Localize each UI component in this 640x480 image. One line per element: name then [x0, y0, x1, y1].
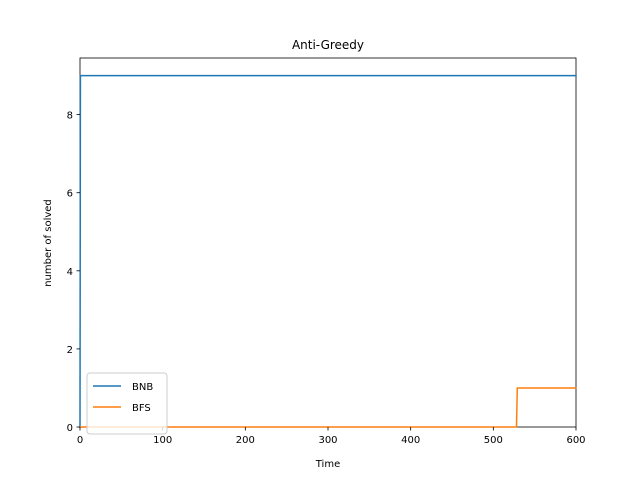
x-tick-label: 200: [236, 435, 255, 446]
x-tick-label: 100: [153, 435, 172, 446]
legend: BNB BFS: [86, 372, 168, 435]
legend-label-bfs: BFS: [132, 403, 151, 414]
x-axis-label: Time: [315, 459, 340, 470]
y-tick-label: 0: [67, 423, 73, 434]
x-tick-label: 400: [401, 435, 420, 446]
x-tick-label: 600: [566, 435, 585, 446]
y-axis-label: number of solved: [43, 199, 54, 287]
y-tick-label: 6: [67, 189, 73, 200]
series-layer: [79, 74, 577, 428]
x-tick-label: 300: [318, 435, 337, 446]
series-line-bfs: [79, 387, 577, 428]
legend-label-bnb: BNB: [132, 382, 153, 393]
y-axis: 0 2 4 6 8: [67, 111, 80, 434]
legend-box: [86, 372, 168, 435]
x-tick-label: 500: [484, 435, 503, 446]
y-tick-label: 4: [67, 267, 73, 278]
y-tick-label: 2: [67, 345, 73, 356]
x-tick-label: 0: [77, 435, 83, 446]
y-tick-label: 8: [67, 111, 73, 122]
x-axis: 0 100 200 300 400 500 600: [77, 427, 586, 446]
series-line-bnb: [79, 74, 577, 428]
chart-title: Anti-Greedy: [292, 38, 364, 52]
